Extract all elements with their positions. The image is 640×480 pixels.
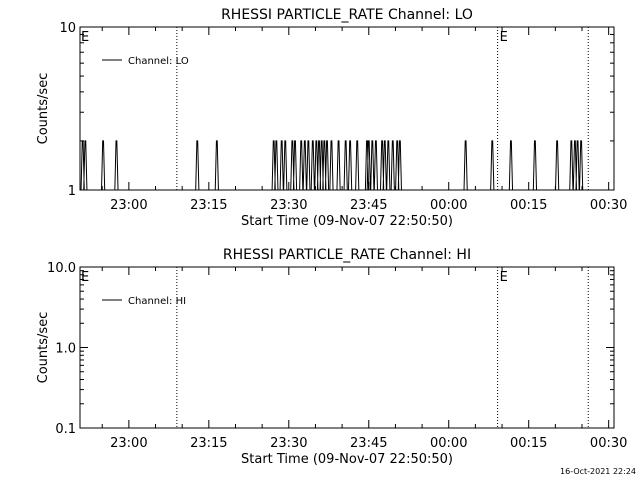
chart-title: RHESSI PARTICLE_RATE Channel: HI bbox=[223, 247, 471, 263]
edge-event-label: E bbox=[81, 270, 89, 285]
y-tick-label: 1 bbox=[68, 184, 76, 199]
x-tick-label: 23:30 bbox=[270, 198, 307, 213]
y-tick-label: 1.0 bbox=[55, 342, 76, 357]
x-tick-label: 23:00 bbox=[110, 198, 147, 213]
x-tick-label: 00:30 bbox=[590, 198, 627, 213]
x-axis-title: Start Time (09-Nov-07 22:50:50) bbox=[241, 214, 453, 229]
plot-frame bbox=[79, 266, 615, 429]
x-tick-label: 23:30 bbox=[270, 436, 307, 451]
legend-entry: Channel: LO bbox=[128, 56, 189, 67]
x-tick-label: 00:15 bbox=[510, 436, 547, 451]
edge-event-label: E bbox=[81, 30, 89, 45]
x-tick-label: 00:00 bbox=[430, 436, 467, 451]
event-marker-label: E bbox=[500, 270, 508, 285]
y-tick-label: 10 bbox=[59, 21, 76, 36]
x-tick-label: 00:15 bbox=[510, 198, 547, 213]
x-tick-label: 23:00 bbox=[110, 436, 147, 451]
x-tick-label: 23:45 bbox=[350, 198, 387, 213]
x-tick-label: 00:00 bbox=[430, 198, 467, 213]
chart-title: RHESSI PARTICLE_RATE Channel: LO bbox=[221, 7, 473, 23]
y-axis-title: Counts/sec bbox=[36, 73, 51, 145]
y-tick-label: 10.0 bbox=[47, 261, 76, 276]
series-line-channello bbox=[80, 140, 614, 191]
chart-panel-2: RHESSI PARTICLE_RATE Channel: HI 0.1 1.0 10… bbox=[36, 247, 627, 467]
y-axis-title: Counts/sec bbox=[36, 312, 51, 384]
x-tick-label: 00:30 bbox=[590, 436, 627, 451]
x-tick-label: 23:45 bbox=[350, 436, 387, 451]
footer-timestamp: 16-Oct-2021 22:24 bbox=[560, 467, 636, 476]
x-tick-label: 23:15 bbox=[190, 198, 227, 213]
event-marker-label: E bbox=[500, 30, 508, 45]
x-tick-label: 23:15 bbox=[190, 436, 227, 451]
legend-entry: Channel: HI bbox=[128, 296, 186, 307]
y-tick-label: 0.1 bbox=[55, 422, 76, 437]
chart-panel-1: RHESSI PARTICLE_RATE Channel: LO 1 10 23:00… bbox=[36, 7, 627, 229]
x-axis-title: Start Time (09-Nov-07 22:50:50) bbox=[241, 452, 453, 467]
